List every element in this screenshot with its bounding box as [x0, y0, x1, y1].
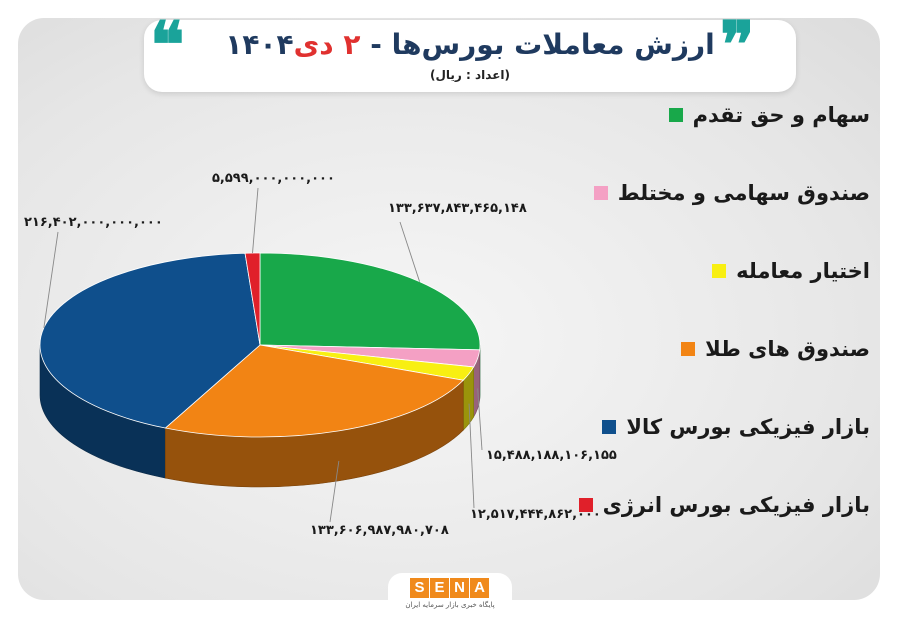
logo-letter: S — [410, 578, 429, 598]
data-label: ۱۵,۴۸۸,۱۸۸,۱۰۶,۱۵۵ — [486, 448, 617, 463]
legend-label: بازار فیزیکی بورس کالا — [626, 415, 870, 439]
legend-swatch — [681, 342, 696, 356]
title-year: ۱۴۰۴ — [225, 28, 294, 61]
legend-item: صندوق سهامی و مختلط — [593, 178, 870, 208]
title-box: ارزش معاملات بورس‌ها - ۲ دی۱۴۰۴ (اعداد :… — [144, 20, 796, 92]
title-main: ارزش معاملات بورس‌ها - — [360, 28, 715, 61]
legend-label: بازار فیزیکی بورس انرژی — [602, 493, 870, 517]
legend-item: صندوق های طلا — [681, 334, 870, 364]
leader-line — [399, 221, 421, 282]
legend-item: اختیار معامله — [712, 256, 870, 286]
logo-letter: N — [450, 578, 469, 598]
legend-swatch — [578, 498, 593, 512]
data-label: ۱۳۳,۶۰۶,۹۸۷,۹۸۰,۷۰۸ — [310, 523, 449, 538]
data-labels: ۱۳۳,۶۳۷,۸۴۳,۴۶۵,۱۴۸ ۱۵,۴۸۸,۱۸۸,۱۰۶,۱۵۵ ۱۲,… — [24, 171, 617, 538]
pie-tops — [39, 252, 481, 438]
pie-slice — [259, 252, 481, 351]
legend-item: بازار فیزیکی بورس کالا — [602, 412, 870, 442]
legend-swatch — [602, 420, 617, 434]
data-label: ۵,۵۹۹,۰۰۰,۰۰۰,۰۰۰ — [212, 171, 335, 186]
legend-label: اختیار معامله — [736, 259, 870, 283]
quote-open-icon: ❝ — [150, 8, 185, 83]
pie-slice — [164, 344, 465, 438]
leader-line — [43, 231, 59, 328]
title-date: ۲ دی — [293, 28, 361, 61]
quote-close-icon: ❞ — [720, 8, 755, 83]
data-label: ۲۱۶,۴۰۲,۰۰۰,۰۰۰,۰۰۰ — [24, 215, 163, 230]
leader-line — [252, 187, 259, 254]
leader-line — [477, 388, 483, 451]
leader-line — [468, 403, 475, 509]
legend-swatch — [668, 108, 683, 122]
legend-item: بازار فیزیکی بورس انرژی — [578, 490, 870, 520]
leader-line — [329, 460, 340, 523]
legend-swatch — [712, 264, 727, 278]
logo-tagline: پایگاه خبری بازار سرمایه ایران — [405, 601, 495, 609]
units-subtitle: (اعداد : ریال) — [430, 68, 510, 82]
logo-letter: A — [470, 578, 489, 598]
logo-letter: E — [430, 578, 449, 598]
legend-swatch — [593, 186, 608, 200]
legend-item: سهام و حق تقدم — [668, 100, 870, 130]
legend-label: سهام و حق تقدم — [692, 103, 870, 127]
data-label: ۱۲,۵۱۷,۴۴۴,۸۶۲,۰۰۰ — [470, 507, 601, 522]
legend-label: صندوق های طلا — [705, 337, 870, 361]
pie-slice — [244, 252, 261, 346]
page-title: ارزش معاملات بورس‌ها - ۲ دی۱۴۰۴ — [144, 28, 796, 61]
legend-label: صندوق سهامی و مختلط — [617, 181, 870, 205]
data-label: ۱۳۳,۶۳۷,۸۴۳,۴۶۵,۱۴۸ — [388, 201, 527, 216]
